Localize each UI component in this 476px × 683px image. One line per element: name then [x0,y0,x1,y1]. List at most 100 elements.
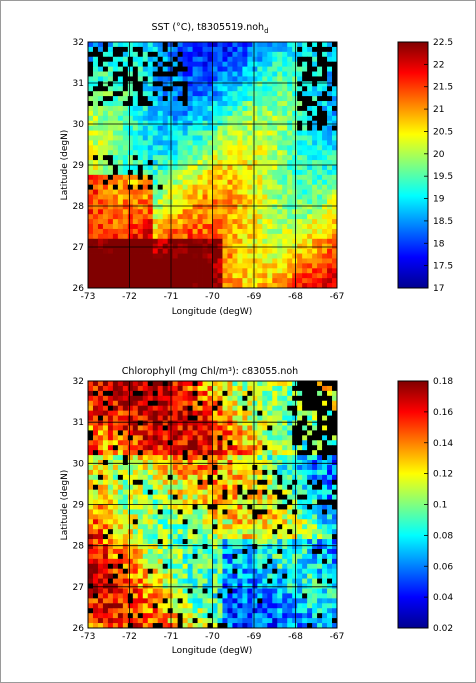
sst-map-cell [127,243,134,250]
sst-map-cell [242,130,248,136]
chl-map-cell [97,390,104,397]
chl-map-cell [237,435,243,441]
sst-map-cell [327,86,333,92]
sst-map-cell [217,283,223,289]
chl-map-cell [297,450,303,456]
chl-map-cell [112,603,119,609]
chl-map-cell [207,519,213,525]
sst-map-cell [287,115,293,122]
sst-map-cell [172,130,179,136]
chl-map-cell [252,420,258,426]
chl-map-cell [162,455,169,461]
chl-map-cell [242,524,248,530]
sst-map-cell [132,169,139,176]
chl-map-cell [162,514,169,520]
sst-map-cell [147,199,154,205]
sst-map-cell [292,61,298,67]
sst-map-cell [162,174,169,181]
sst-map-cell [137,61,144,67]
sst-map-cell [167,105,174,112]
chl-map-cell [167,568,174,575]
chl-map-cell [172,420,179,426]
chl-map-cell [122,603,129,609]
chl-map-cell [302,494,308,500]
chl-map-cell [297,474,303,481]
chl-map-cell [167,474,174,481]
chl-map-cell [102,410,109,416]
chl-map-cell [282,385,288,392]
chl-map-cell [247,425,253,431]
sst-map-cell [127,51,134,58]
chl-map-cell [262,568,268,575]
chl-map-cell [227,524,233,530]
sst-map-cell [127,165,134,171]
chl-map-cell [282,435,288,441]
sst-map-cell [122,283,129,289]
sst-map-cell [92,283,99,289]
sst-map-cell [192,169,198,176]
chl-map-cell [262,400,268,407]
sst-map-cell [192,194,198,200]
chl-map-cell [177,435,184,441]
chl-map-cell [102,573,109,579]
sst-map-cell [252,184,258,190]
sst-map-cell [312,61,318,67]
sst-map-cell [117,214,124,220]
sst-map-cell [102,179,109,186]
chl-map-cell [292,445,298,451]
chl-map-cell [197,400,203,407]
chl-map-cell [327,548,333,555]
chl-map-cell [122,479,129,486]
sst-map-cell [242,96,248,102]
chl-map-cell [197,558,203,565]
sst-map-cell [127,194,134,200]
chl-map-cell [222,390,228,397]
chl-map-cell [327,534,333,540]
sst-colorbar-tick-label: 20.5 [433,127,453,137]
sst-map-cell [297,273,303,279]
sst-map-cell [127,219,134,225]
sst-map-cell [147,184,154,190]
sst-map-cell [212,110,218,117]
sst-map-cell [102,194,109,200]
chl-map-cell [187,558,193,565]
chl-map-cell [262,578,268,584]
sst-map-cell [142,224,149,230]
sst-map-cell [137,233,144,240]
sst-map-cell [317,233,323,240]
chl-map-cell [242,563,248,570]
chl-map-cell [297,415,303,421]
chl-map-cell [222,385,228,392]
chl-map-cell [202,460,208,466]
sst-map-cell [312,263,318,269]
sst-map-cell [102,51,109,58]
sst-map-cell [237,86,243,92]
chl-map-cell [217,435,223,441]
sst-map-cell [107,56,114,63]
chl-map-cell [162,539,169,545]
chl-map-cell [302,613,308,619]
sst-map-cell [287,268,293,274]
chl-map-cell [237,598,243,604]
sst-map-cell [292,174,298,181]
chl-map-cell [237,430,243,436]
chl-map-cell [312,613,318,619]
chl-map-cell [162,430,169,436]
chl-map-cell [312,568,318,575]
chl-map-cell [307,578,313,584]
sst-map-cell [107,283,114,289]
chl-map-cell [262,435,268,441]
chl-map-cell [217,390,223,397]
chl-map-cell [137,435,144,441]
chl-map-cell [112,425,119,431]
chl-map-cell [252,583,258,589]
sst-map-cell [247,145,253,151]
sst-map-cell [142,76,149,82]
sst-map-cell [157,224,164,230]
sst-map-cell [142,51,149,58]
chl-map-cell [247,435,253,441]
sst-map-cell [92,224,99,230]
chl-map-cell [212,484,218,491]
chl-map-cell [182,494,188,500]
